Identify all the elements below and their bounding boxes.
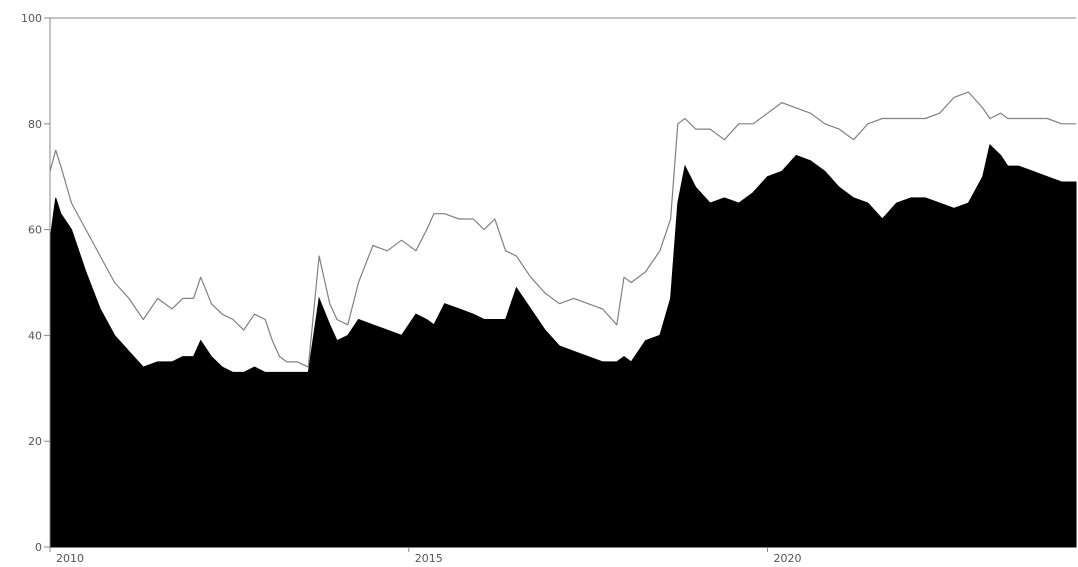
y-tick-label: 80 (28, 118, 42, 131)
x-tick-label: 2020 (773, 552, 801, 565)
y-tick-label: 100 (21, 12, 42, 25)
axes-layer: 0 20 40 60 80 100 2010 2015 2020 (21, 12, 1076, 565)
y-tick-label: 40 (28, 329, 42, 342)
y-tick-label: 60 (28, 224, 42, 237)
line-series (49, 91, 1076, 368)
area-series (49, 144, 1077, 548)
series-layer (49, 91, 1077, 548)
x-tick-label: 2010 (56, 552, 84, 565)
y-tick-label: 20 (28, 435, 42, 448)
y-tick-label: 0 (35, 541, 42, 554)
x-tick-label: 2015 (415, 552, 443, 565)
